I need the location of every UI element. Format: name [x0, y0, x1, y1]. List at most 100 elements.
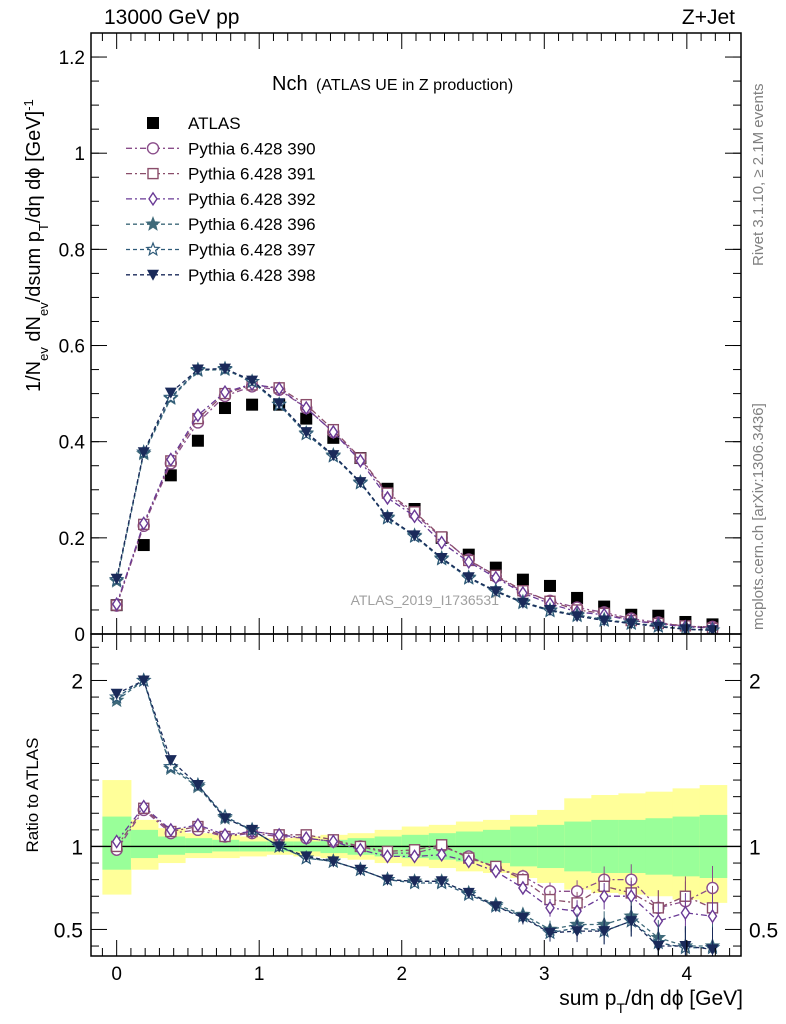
main-point: [354, 477, 367, 489]
ratio-point: [707, 908, 718, 924]
legend-entry-2: Pythia 6.428 391: [126, 165, 316, 184]
uncertainty-band-stat: [185, 838, 213, 854]
main-point: [409, 508, 420, 524]
ratio-point: [679, 941, 692, 953]
legend-label: Pythia 6.428 397: [188, 241, 316, 260]
legend-entry-1: Pythia 6.428 390: [126, 139, 316, 158]
main-point: [164, 469, 177, 482]
ratio-series-line: [116, 805, 713, 922]
ratio-point: [435, 876, 448, 888]
ratio-panel: 0.5 0.5 1 1 2 2 0 1 2 3 4 Ratio to ATLAS sum pT/dη…: [23, 633, 778, 1016]
ratio-point: [165, 822, 176, 838]
ratio-ytick-label-right: 1: [749, 836, 761, 859]
main-title: Nch (ATLAS UE in Z production): [272, 73, 513, 95]
ratio-point: [164, 755, 177, 767]
legend-label: ATLAS: [188, 114, 241, 133]
legend-entry-5: Pythia 6.428 397: [126, 241, 316, 260]
ratio-point: [218, 813, 231, 825]
ratio-point: [436, 847, 447, 863]
process-label: Z+Jet: [682, 6, 735, 29]
ratio-xtick-label: 4: [682, 964, 693, 985]
legend-entry-4: Pythia 6.428 396: [126, 215, 316, 234]
main-point: [355, 453, 366, 469]
ratio-point: [545, 900, 555, 916]
main-point: [436, 535, 447, 550]
ratio-point: [110, 688, 123, 700]
ratio-point: [111, 834, 122, 849]
main-point: [218, 363, 231, 375]
main-point: [137, 447, 150, 459]
ratio-point: [571, 926, 584, 938]
main-point: [327, 450, 340, 462]
ratio-point: [599, 888, 609, 904]
legend-marker: [145, 241, 161, 257]
mcplots-reference-label: mcplots.cern.ch [arXiv:1306.3436]: [750, 403, 767, 630]
ratio-point: [680, 905, 691, 921]
legend-marker: [146, 142, 160, 155]
main-point: [489, 586, 502, 598]
main-panel: 0 0.2 0.4 0.6 0.8 1 1.2 Nch (ATLAS UE in Z pro…: [21, 32, 742, 646]
ratio-xtick-label: 2: [396, 964, 407, 985]
legend-entry-0: ATLAS: [147, 114, 241, 133]
collision-energy-label: 13000 GeV pp: [104, 6, 239, 29]
legend-label: Pythia 6.428 392: [188, 190, 316, 209]
legend-label: Pythia 6.428 391: [188, 165, 316, 184]
ratio-point: [381, 874, 394, 886]
ratio-point: [354, 864, 367, 876]
main-series-6: [110, 363, 719, 634]
ratio-point: [191, 780, 204, 792]
main-ytick-label: 0.4: [59, 433, 86, 454]
legend-marker: [147, 167, 159, 180]
legend-entry-3: Pythia 6.428 392: [126, 190, 316, 209]
main-point: [274, 381, 284, 397]
uncertainty-band-stat: [157, 836, 186, 855]
ratio-xtick-label: 1: [254, 964, 265, 985]
main-point: [137, 539, 150, 552]
main-title-sub: (ATLAS UE in Z production): [316, 77, 513, 94]
main-point: [463, 554, 474, 570]
main-point: [571, 591, 584, 604]
main-point: [246, 375, 259, 387]
main-point: [193, 407, 203, 423]
legend-marker: [147, 269, 159, 281]
main-series-3: [111, 376, 718, 634]
ratio-series-5: [110, 675, 719, 956]
ratio-ytick-label-left: 1: [71, 836, 83, 859]
ratio-point: [625, 916, 638, 928]
ratio-point: [328, 834, 339, 849]
ratio-ytick-label-left: 0.5: [54, 919, 83, 942]
legend-marker: [148, 191, 158, 207]
legend-label: Pythia 6.428 398: [188, 266, 316, 285]
main-point: [408, 530, 421, 542]
main-title-main: Nch: [272, 73, 308, 95]
uncertainty-band-stat: [130, 829, 159, 859]
ratio-point: [489, 901, 502, 913]
ratio-point: [518, 880, 528, 896]
ratio-point: [382, 849, 393, 864]
ratio-point: [516, 912, 529, 924]
main-point: [543, 604, 556, 616]
main-point: [300, 427, 313, 439]
ratio-ytick-label-right: 2: [749, 670, 761, 693]
main-point: [679, 624, 692, 634]
ratio-series-line: [116, 808, 713, 909]
main-series-line: [116, 367, 713, 631]
main-point: [516, 573, 529, 586]
ratio-point: [220, 827, 230, 843]
main-point: [246, 398, 259, 411]
ratio-point: [273, 841, 286, 853]
main-point: [138, 516, 149, 531]
main-point: [625, 618, 638, 630]
main-point: [110, 573, 123, 585]
ratio-point: [462, 887, 475, 899]
ratio-point: [327, 856, 340, 868]
ratio-point: [246, 824, 259, 836]
ratio-point: [598, 926, 611, 938]
ratio-point: [138, 799, 149, 814]
rivet-version-label: Rivet 3.1.10, ≥ 2.1M events: [750, 84, 767, 267]
legend-entry-6: Pythia 6.428 398: [126, 266, 316, 285]
ratio-point: [490, 864, 501, 879]
legend: ATLAS Pythia 6.428 390 Pythia 6.428 391 Pyt…: [126, 114, 316, 285]
uncertainty-band-stat: [212, 839, 240, 852]
